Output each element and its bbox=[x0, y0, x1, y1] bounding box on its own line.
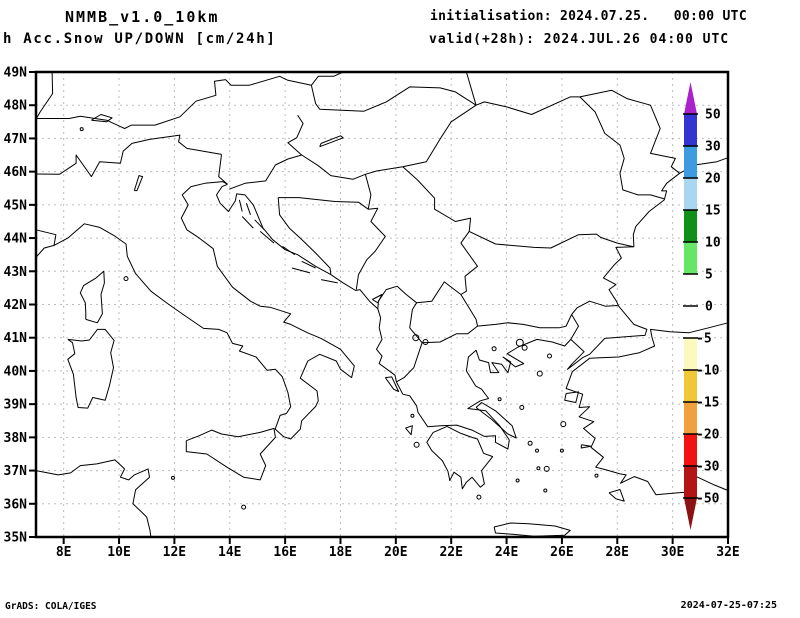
lat-tick-label: 49N bbox=[4, 66, 28, 81]
colorbar-level-label: -5 bbox=[696, 332, 712, 347]
lon-tick-label: 24E bbox=[495, 545, 518, 560]
lat-tick-label: 47N bbox=[4, 132, 28, 147]
colorbar-level-label: -10 bbox=[696, 364, 720, 379]
colorbar-level-label: 10 bbox=[705, 236, 721, 251]
grid-lines bbox=[36, 72, 728, 537]
lon-tick-label: 22E bbox=[439, 545, 462, 560]
valid-time-label: valid(+28h): 2024.JUL.26 04:00 UTC bbox=[429, 32, 730, 47]
colorbar-level-label: -15 bbox=[696, 396, 719, 411]
lon-tick-label: 32E bbox=[716, 545, 739, 560]
lat-tick-label: 43N bbox=[4, 265, 28, 280]
lon-tick-label: 8E bbox=[56, 545, 72, 560]
colorbar-level-label: -20 bbox=[696, 428, 720, 443]
lon-tick-label: 10E bbox=[107, 545, 130, 560]
axis-tick-labels: 8E 10E 12E 14E 16E 18E 20E 22E 24E 26E 28E 30E 32E 35… bbox=[4, 66, 740, 561]
lat-tick-label: 35N bbox=[4, 531, 28, 546]
lat-tick-label: 46N bbox=[4, 165, 28, 180]
lon-tick-label: 28E bbox=[606, 545, 629, 560]
lat-tick-label: 40N bbox=[4, 364, 28, 379]
lat-tick-label: 45N bbox=[4, 198, 28, 213]
colorbar-level-label: 5 bbox=[705, 268, 713, 283]
axis-ticks bbox=[29, 71, 729, 544]
lat-tick-label: 42N bbox=[4, 298, 28, 313]
colorbar-level-label: -30 bbox=[696, 460, 720, 475]
lat-tick-label: 36N bbox=[4, 497, 28, 512]
coastlines-and-borders bbox=[35, 71, 729, 538]
colorbar-level-label: -50 bbox=[696, 492, 720, 507]
lon-tick-label: 14E bbox=[218, 545, 241, 560]
creation-timestamp: 2024-07-25-07:25 bbox=[680, 600, 777, 611]
grads-credit: GrADS: COLA/IGES bbox=[5, 601, 97, 612]
colorbar-level-label: 30 bbox=[705, 140, 721, 155]
lat-tick-label: 41N bbox=[4, 331, 28, 346]
lat-tick-label: 39N bbox=[4, 398, 28, 413]
colorbar-level-label: 15 bbox=[705, 204, 721, 219]
lon-tick-label: 30E bbox=[661, 545, 684, 560]
lon-tick-label: 16E bbox=[273, 545, 296, 560]
lat-tick-label: 37N bbox=[4, 464, 28, 479]
lat-tick-label: 48N bbox=[4, 99, 28, 114]
lat-tick-label: 44N bbox=[4, 232, 28, 247]
lat-tick-label: 38N bbox=[4, 431, 28, 446]
lon-tick-label: 20E bbox=[384, 545, 407, 560]
product-title: h Acc.Snow UP/DOWN [cm/24h] bbox=[3, 31, 277, 47]
model-title: NMMB_v1.0_10km bbox=[65, 8, 220, 26]
colorbar-level-label: 0 bbox=[705, 300, 713, 315]
lon-tick-label: 26E bbox=[550, 545, 573, 560]
colorbar-level-label: 50 bbox=[705, 108, 721, 123]
lon-tick-label: 18E bbox=[329, 545, 352, 560]
initialisation-label: initialisation: 2024.07.25. 00:00 UTC bbox=[430, 9, 747, 24]
lon-tick-label: 12E bbox=[163, 545, 186, 560]
colorbar-level-label: 20 bbox=[705, 172, 721, 187]
